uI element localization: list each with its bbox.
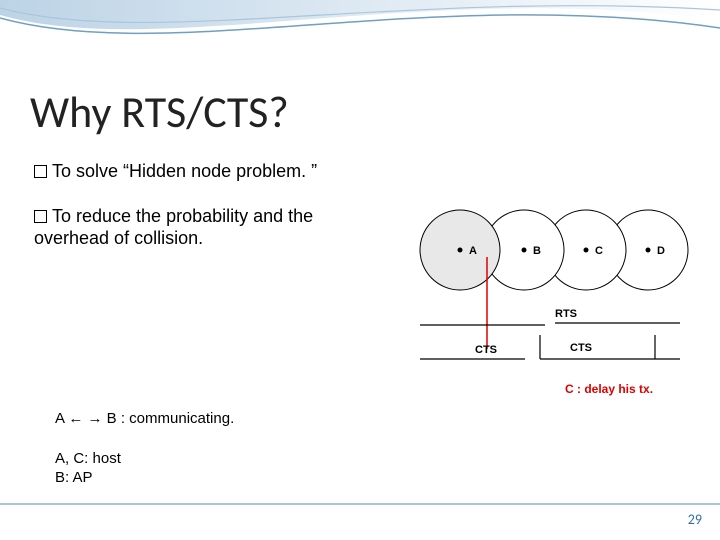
svg-text:A: A [469, 245, 477, 257]
svg-text:CTS: CTS [570, 342, 592, 354]
bullet-item: To solve “Hidden node problem. ” [34, 160, 384, 183]
bullet-list: To solve “Hidden node problem. ” To redu… [34, 160, 384, 272]
slide: Why RTS/CTS? To solve “Hidden node probl… [0, 0, 720, 540]
bullet-text: To solve “Hidden node problem. ” [52, 161, 317, 181]
bullet-text: To reduce the probability and the overhe… [34, 206, 313, 249]
bullet-box-icon [34, 210, 47, 223]
svg-text:C: C [595, 245, 603, 257]
svg-text:RTS: RTS [555, 308, 577, 320]
note-hosts: A, C: hostB: AP [55, 450, 121, 488]
svg-text:D: D [657, 245, 665, 257]
svg-text:CTS: CTS [475, 344, 497, 356]
svg-text:C : delay his tx.: C : delay his tx. [565, 382, 653, 396]
hidden-node-diagram: A B C D RTS CTS CTS C : delay his tx. [400, 190, 700, 420]
bullet-box-icon [34, 165, 47, 178]
svg-text:B: B [533, 245, 541, 257]
slide-title: Why RTS/CTS? [30, 85, 289, 139]
note-communicating: A ← → B : communicating. [55, 410, 234, 427]
bullet-item: To reduce the probability and the overhe… [34, 205, 384, 250]
page-number: 29 [688, 511, 702, 528]
slide-footer-divider [0, 503, 720, 505]
slide-top-wave [0, 0, 720, 70]
